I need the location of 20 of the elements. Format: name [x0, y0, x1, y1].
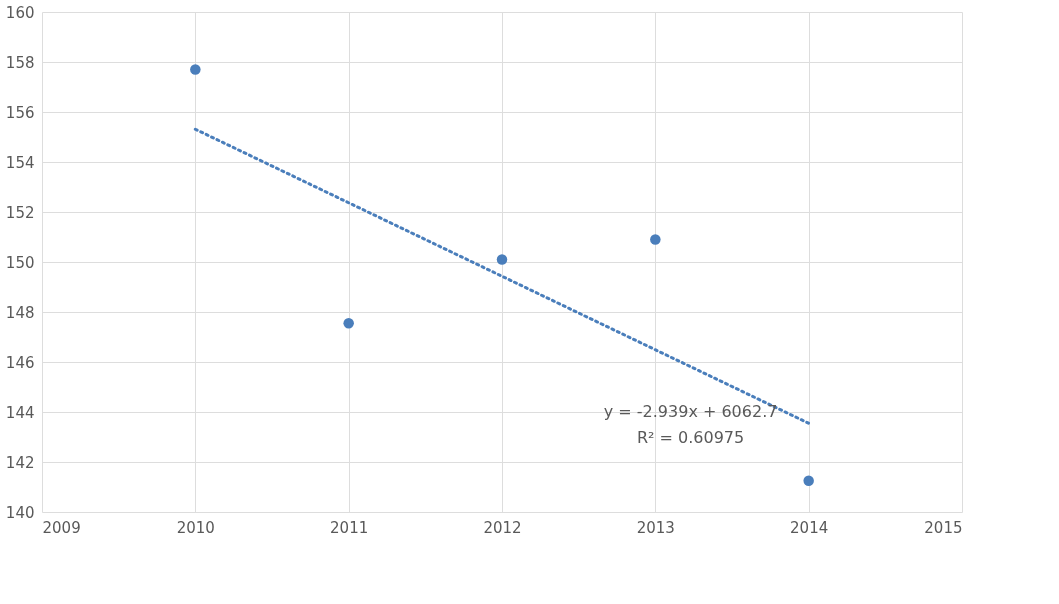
x-tick-label: 2012 [483, 518, 522, 537]
y-tick-label: 148 [5, 303, 35, 322]
y-tick-label: 142 [5, 453, 35, 472]
y-tick-label: 160 [5, 3, 35, 22]
x-tick-label: 2011 [330, 518, 369, 537]
x-tick-label: 2009 [42, 518, 81, 537]
x-tick-label: 2010 [176, 518, 215, 537]
annotation: y = -2.939x + 6062.7 [603, 402, 778, 421]
x-tick-label: 2015 [924, 518, 963, 537]
y-tick-label: 144 [5, 403, 35, 422]
annotation: R² = 0.60975 [636, 428, 745, 447]
x-tick-label: 2013 [636, 518, 675, 537]
y-tick-label: 152 [5, 203, 35, 222]
y-tick-label: 156 [5, 103, 35, 122]
y-tick-label: 140 [5, 503, 35, 522]
y-tick-label: 150 [5, 253, 35, 272]
x-tick-label: 2014 [790, 518, 829, 537]
y-tick-label: 158 [5, 53, 35, 72]
y-tick-label: 154 [5, 153, 35, 172]
y-tick-label: 146 [5, 353, 35, 372]
